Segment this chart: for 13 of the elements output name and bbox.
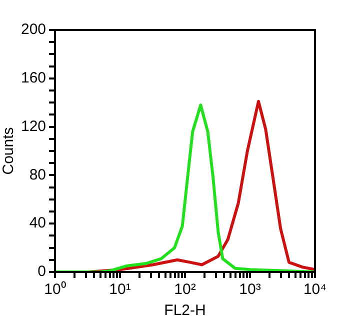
y-tick-label: 200 — [20, 21, 46, 38]
x-tick-label: 10¹ — [109, 281, 131, 298]
x-tick-label: 10³ — [239, 281, 261, 298]
x-tick-label: 10⁴ — [303, 281, 327, 298]
y-tick-label: 0 — [38, 263, 46, 280]
y-tick-label: 120 — [20, 118, 46, 135]
x-tick-label: 10² — [174, 281, 196, 298]
x-axis-title: FL2-H — [164, 302, 206, 320]
y-axis-title: Counts — [0, 127, 18, 175]
x-tick-label: 10⁰ — [44, 281, 66, 298]
y-tick-label: 80 — [29, 166, 46, 184]
y-tick-label: 40 — [29, 214, 46, 232]
y-tick-label: 160 — [20, 70, 46, 87]
